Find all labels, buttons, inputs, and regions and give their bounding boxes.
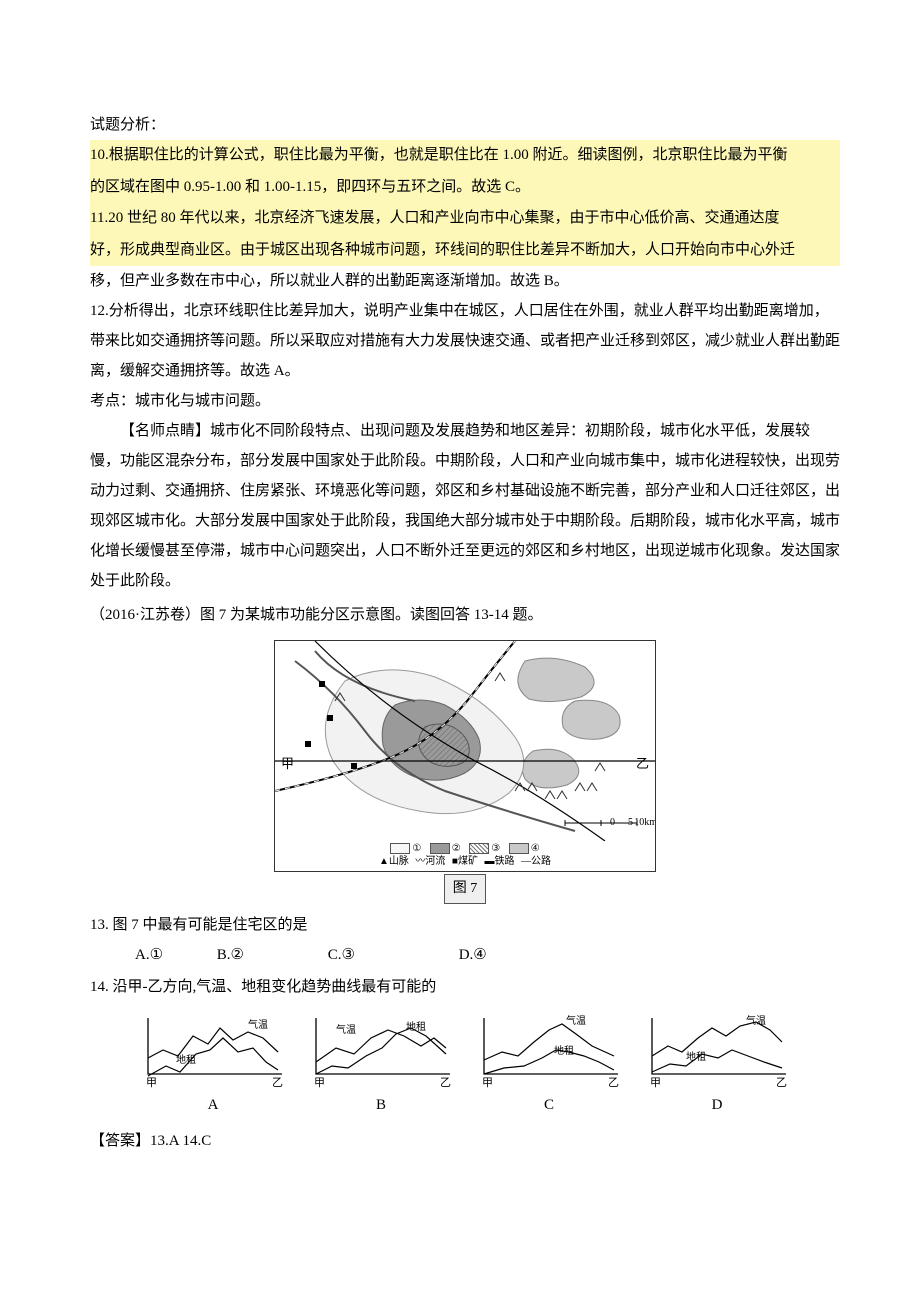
figure-7: 甲 乙 0 5 10km ① ② ③ ④ ▲山脉 〰河流 ■煤矿 ▬铁路 —公路 [90,640,840,904]
map-label-left: 甲 [281,751,294,777]
analysis-header: 试题分析： [90,110,840,140]
map-label-right: 乙 [636,751,649,777]
mini-chart-A: 气温地租甲 乙 A [138,1008,288,1120]
svg-text:乙: 乙 [608,1076,619,1088]
q14-stem: 14. 沿甲-乙方向,气温、地租变化趋势曲线最有可能的 [90,972,840,1002]
q13-choice-a: A.① [135,940,163,970]
q13-choice-b: B.② [217,940,244,970]
legend2-4i: — [521,856,531,867]
legend-swatch-3 [469,843,489,854]
scale-2: 10km [634,813,656,833]
mini-chart-svg: 气温 地租甲 乙 [306,1008,456,1088]
mini-chart-svg: 气温地租甲 乙 [474,1008,624,1088]
svg-text:气温: 气温 [248,1018,268,1031]
legend2-3i: ▬ [484,856,494,867]
svg-text:地租: 地租 [176,1053,196,1066]
mini-chart-label: A [208,1090,219,1120]
svg-text:乙: 乙 [776,1076,787,1088]
legend2-0: ▲ [379,856,389,867]
mini-chart-label: D [712,1090,723,1120]
legend2-2t: 煤矿 [458,856,478,867]
q13-choice-d: D.④ [459,940,487,970]
map-box: 甲 乙 0 5 10km ① ② ③ ④ ▲山脉 〰河流 ■煤矿 ▬铁路 —公路 [274,640,656,872]
map-legend: ① ② ③ ④ ▲山脉 〰河流 ■煤矿 ▬铁路 —公路 [279,841,651,869]
legend-4: ④ [531,843,540,854]
hl-line-4: 好，形成典型商业区。由于城区出现各种城市问题，环线间的职住比差异不断加大，人口开… [90,235,840,267]
tips-block: 【名师点睛】城市化不同阶段特点、出现问题及发展趋势和地区差异：初期阶段，城市化水… [90,416,840,596]
mini-chart-svg: 气温地租甲 乙 [642,1008,792,1088]
paragraph-1: 移，但产业多数在市中心，所以就业人群的出勤距离逐渐增加。故选 B。 [90,266,840,296]
svg-text:气温: 气温 [336,1023,356,1036]
q14-chart-row: 气温地租甲乙A气温地租甲乙B气温地租甲乙C气温地租甲乙D [90,1008,840,1120]
scale-1: 5 [628,813,633,833]
svg-text:甲: 甲 [314,1077,325,1088]
svg-text:甲: 甲 [482,1077,493,1088]
mini-chart-svg: 气温地租甲 乙 [138,1008,288,1088]
svg-text:地租: 地租 [686,1050,706,1063]
paragraph-2: 12.分析得出，北京环线职住比差异加大，说明产业集中在城区，人口居住在外围，就业… [90,296,840,386]
mini-chart-label: B [376,1090,386,1120]
paragraph-3: 考点：城市化与城市问题。 [90,386,840,416]
legend-2: ② [452,843,461,854]
svg-text:乙: 乙 [272,1076,283,1088]
tips-title: 【名师点睛】 [120,423,210,439]
map-svg [275,641,655,871]
scale-0: 0 [610,813,615,833]
hl-line-1: 10.根据职住比的计算公式，职住比最为平衡，也就是职住比在 1.00 附近。细读… [90,140,840,172]
legend-3: ③ [491,843,500,854]
svg-text:甲: 甲 [650,1077,661,1088]
mini-chart-C: 气温地租甲 乙 C [474,1008,624,1120]
mini-chart-B: 气温 地租甲 乙 B [306,1008,456,1120]
legend-1: ① [412,843,421,854]
legend2-1t: 河流 [425,856,445,867]
svg-text:地租: 地租 [554,1044,574,1057]
svg-text:气温: 气温 [566,1014,586,1027]
mini-chart-D: 气温地租甲 乙 D [642,1008,792,1120]
q13-stem: 13. 图 7 中最有可能是住宅区的是 [90,910,840,940]
figure-caption: 图 7 [444,874,487,904]
svg-text:乙: 乙 [440,1076,451,1088]
svg-text:气温: 气温 [746,1014,766,1027]
q13-choice-c: C.③ [328,940,355,970]
legend-swatch-1 [390,843,410,854]
svg-text:甲: 甲 [146,1077,157,1088]
hl-line-2: 的区域在图中 0.95-1.00 和 1.00-1.15，即四环与五环之间。故选… [90,172,840,204]
source-line: （2016·江苏卷）图 7 为某城市功能分区示意图。读图回答 13-14 题。 [90,600,840,630]
legend2-4t: 公路 [531,856,551,867]
q13-choices: A.① B.② C.③ D.④ [90,940,840,970]
legend2-3t: 铁路 [494,856,514,867]
legend2-1i: 〰 [415,856,425,867]
legend-swatch-4 [509,843,529,854]
mini-chart-label: C [544,1090,554,1120]
answers-line: 【答案】13.A 14.C [90,1126,840,1156]
highlighted-block: 10.根据职住比的计算公式，职住比最为平衡，也就是职住比在 1.00 附近。细读… [90,140,840,266]
legend-swatch-2 [430,843,450,854]
hl-line-3: 11.20 世纪 80 年代以来，北京经济飞速发展，人口和产业向市中心集聚，由于… [90,203,840,235]
tips-body: 城市化不同阶段特点、出现问题及发展趋势和地区差异：初期阶段，城市化水平低，发展较… [90,423,840,589]
legend2-0t: 山脉 [389,856,409,867]
svg-text:地租: 地租 [406,1020,426,1033]
